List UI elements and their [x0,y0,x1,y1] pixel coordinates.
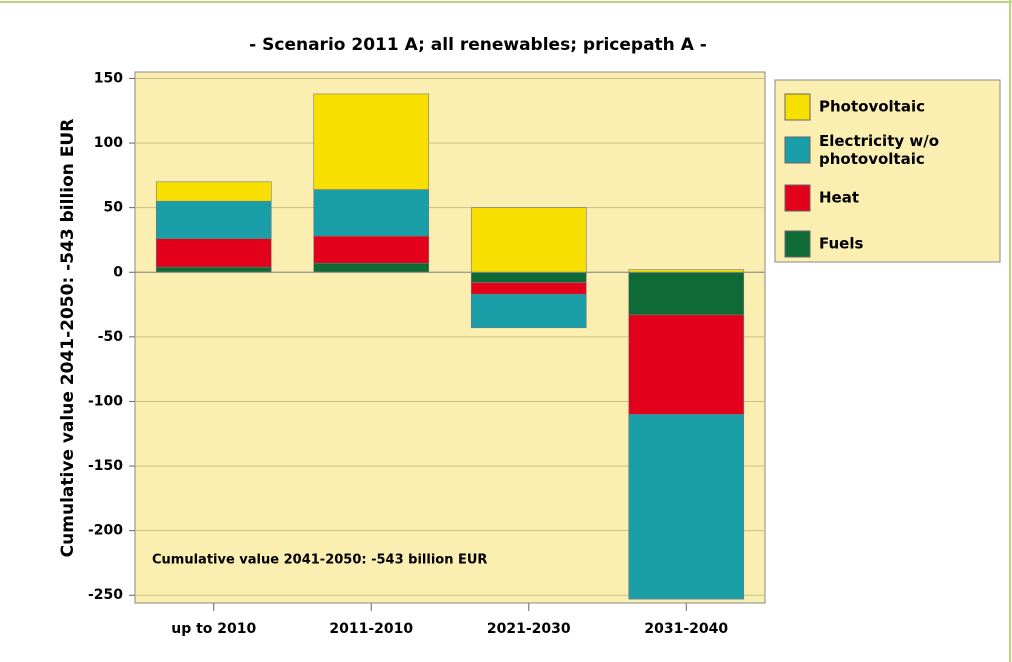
bar-segment [470,282,587,295]
bar-segment [313,93,430,190]
y-tick-label: -250 [88,587,123,603]
y-axis-label: Cumulative value 2041-2050: -543 billion… [58,119,78,558]
bar-segment [628,414,745,600]
annotation: Cumulative value 2041-2050: -543 billion… [152,553,487,568]
bar-segment [470,271,587,283]
legend-swatch [784,136,811,164]
x-tick-label: 2011-2010 [329,621,413,637]
bar-segment [155,266,272,273]
legend-swatch [784,93,811,121]
legend-swatch [784,184,811,212]
y-tick-label: 0 [113,264,123,280]
bar-segment [628,314,745,415]
bar-segment [155,181,272,202]
legend-label: Fuels [819,235,863,253]
x-tick-label: up to 2010 [171,621,256,637]
y-tick-label: 150 [94,70,123,86]
legend-swatch [784,230,811,258]
bar-segment [470,207,587,273]
bar-segment [155,238,272,268]
legend-label: Electricity w/o photovoltaic [819,132,939,168]
bar-segment [155,200,272,239]
y-tick-label: 50 [104,200,124,216]
y-tick-label: 100 [94,135,123,151]
legend-label: Photovoltaic [819,98,925,116]
bar-segment [628,271,745,316]
x-tick-label: 2031-2040 [644,621,728,637]
x-tick-label: 2021-2030 [487,621,571,637]
bar-segment [470,293,587,329]
bar-segment [313,262,430,273]
y-tick-label: -200 [88,523,123,539]
y-tick-label: -50 [98,329,124,345]
y-tick-label: -150 [88,458,123,474]
y-tick-label: -100 [88,393,123,409]
legend [774,79,1001,263]
bar-segment [313,235,430,264]
legend-label: Heat [819,189,859,207]
bar-segment [313,189,430,237]
chart-title: - Scenario 2011 A; all renewables; price… [249,35,707,55]
